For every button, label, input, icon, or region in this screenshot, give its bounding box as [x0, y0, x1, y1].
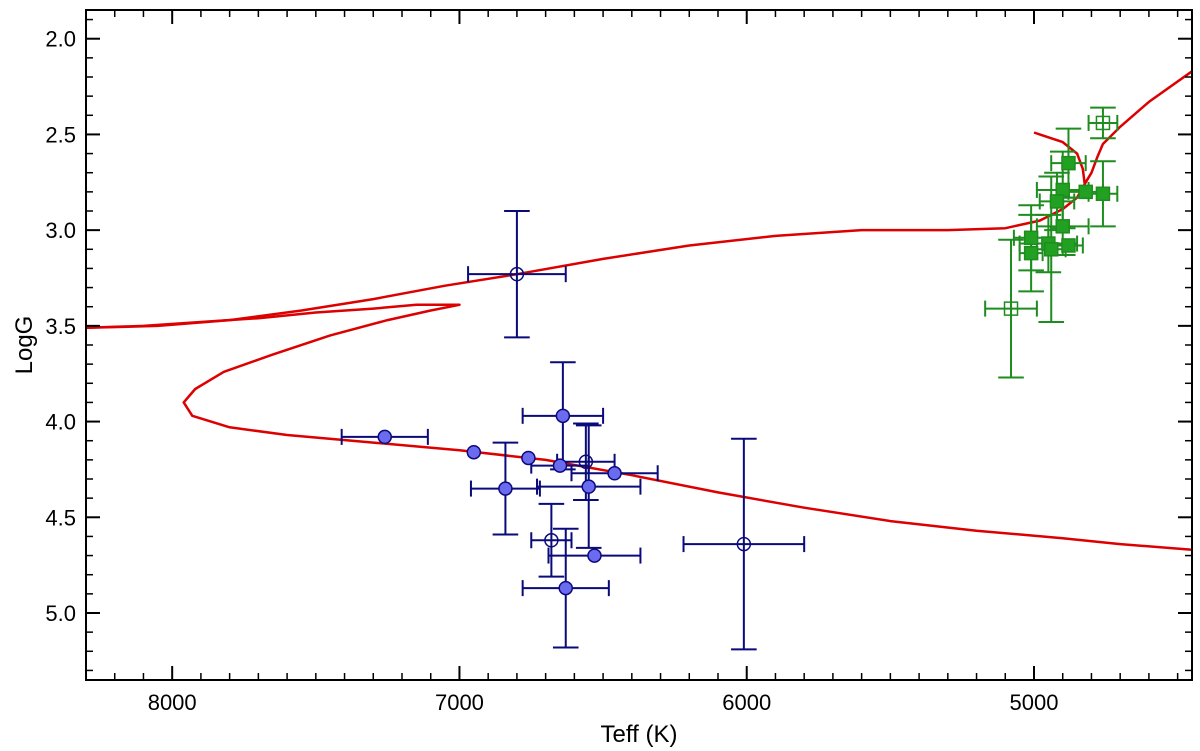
dwarf-star-point-open	[509, 266, 525, 282]
isochrone-curves	[86, 70, 1192, 552]
y-tick-label: 4.5	[45, 505, 76, 530]
x-tick-label: 6000	[722, 690, 771, 715]
y-tick-label: 4.0	[45, 410, 76, 435]
y-tick-label: 3.5	[45, 314, 76, 339]
axis-ticks: 8000 7000 6000 5000 2.0 2.5 3.0 3.5 4.0 4.5 5.0	[45, 10, 1192, 715]
dwarf-star-point-filled	[587, 548, 602, 563]
x-tick-label: 5000	[1010, 690, 1059, 715]
data-markers	[377, 115, 1111, 596]
y-tick-label: 3.0	[45, 218, 76, 243]
dwarf-star-point-filled	[581, 479, 596, 494]
isochrone-line	[1033, 131, 1087, 193]
dwarf-star-point-filled	[607, 466, 622, 481]
y-axis-label: LogG	[11, 316, 38, 375]
dwarf-star-point-filled	[552, 458, 568, 473]
x-tick-label: 8000	[148, 690, 197, 715]
dwarf-star-point-filled	[498, 481, 513, 496]
x-tick-label: 7000	[435, 690, 484, 715]
giant-star-point-filled	[1055, 219, 1070, 234]
dwarf-star-point-filled	[558, 580, 573, 596]
giant-star-point-filled	[1078, 184, 1093, 200]
giant-star-point-filled	[1023, 245, 1039, 261]
isochrone-line	[86, 70, 1192, 330]
giant-star-point-open	[1095, 115, 1111, 131]
dwarf-star-point-open	[736, 536, 752, 552]
error-bars	[340, 106, 1119, 651]
plot-frame	[85, 9, 1193, 681]
giant-star-point-filled	[1061, 238, 1076, 253]
x-axis-label: Teff (K)	[601, 721, 678, 748]
dwarf-star-point-filled	[466, 444, 482, 460]
y-tick-label: 2.5	[45, 122, 76, 147]
dwarf-star-point-open	[544, 533, 559, 548]
dwarf-star-point-filled	[555, 408, 571, 424]
isochrone-line	[86, 303, 1192, 552]
dwarf-star-point-open	[578, 454, 594, 470]
y-tick-label: 2.0	[45, 27, 76, 52]
giant-star-point-filled	[1049, 194, 1065, 209]
giant-star-point-filled	[1061, 155, 1076, 171]
giant-star-point-filled	[1095, 186, 1111, 202]
giant-star-point-filled	[1043, 242, 1059, 257]
giant-star-point-filled	[1023, 230, 1039, 246]
giant-star-point-open	[1003, 301, 1019, 316]
y-tick-label: 5.0	[45, 601, 76, 626]
dwarf-star-point-filled	[521, 450, 536, 466]
dwarf-star-point-filled	[377, 429, 393, 445]
